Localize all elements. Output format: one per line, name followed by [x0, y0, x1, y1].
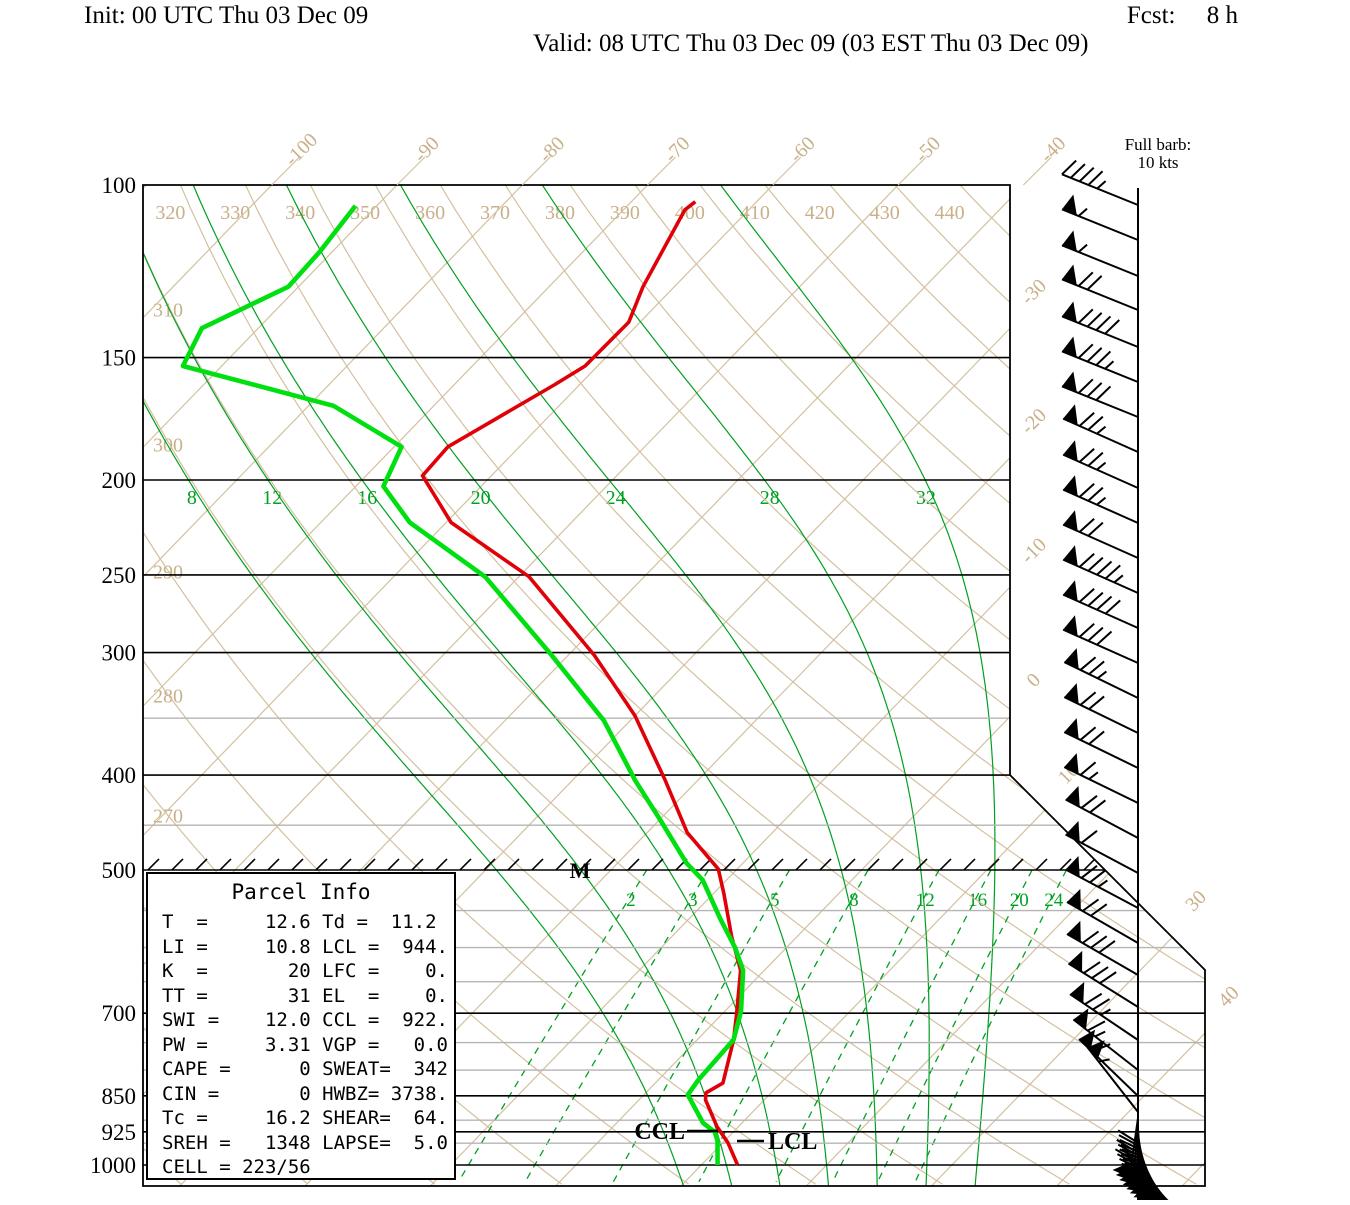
lcl-label: LCL — [768, 1129, 817, 1155]
mixing-ratio-lines — [459, 870, 1067, 1182]
pressure-tick-label: 100 — [102, 173, 137, 198]
dry-adiabat-label: 280 — [153, 686, 183, 708]
mixing-ratio-line — [833, 870, 991, 1182]
isotherm — [0, 150, 55, 1200]
pressure-axis-labels: 100 150 200 250 300 400 500 700 850 925 1000 — [90, 173, 136, 1178]
wind-barb — [1062, 263, 1145, 310]
isotherm-label: -70 — [660, 133, 694, 167]
mixing-ratio-line — [459, 870, 647, 1182]
moist-adiabat-label: 20 — [471, 487, 491, 509]
parcel-info-title: Parcel Info — [148, 880, 454, 904]
mixing-ratio-label: 2 — [626, 890, 636, 911]
moist-adiabat-label: 16 — [357, 487, 377, 509]
dry-adiabat-label: 320 — [155, 202, 185, 224]
pressure-tick-label: 150 — [102, 346, 137, 371]
dry-adiabat — [943, 168, 1350, 1185]
dry-adiabat — [494, 168, 1350, 1185]
mixing-ratio-line — [878, 870, 1032, 1182]
wind-barb — [1062, 158, 1145, 205]
parcel-rows: T = 12.6 Td = 11.2 LI = 10.8 LCL = 944. … — [162, 910, 454, 1180]
isotherm-label: 30 — [1181, 886, 1211, 916]
isotherm-label: -50 — [911, 133, 945, 167]
wind-barb — [1062, 335, 1145, 382]
moist-adiabat — [396, 176, 878, 1186]
pressure-tick-label: 925 — [102, 1120, 137, 1145]
moist-adiabat-label: 12 — [262, 487, 282, 509]
dry-adiabat-label: 380 — [545, 202, 575, 224]
wind-barb — [1062, 193, 1145, 240]
pressure-tick-label: 1000 — [90, 1153, 136, 1178]
dry-adiabat-label: 430 — [870, 202, 900, 224]
dry-adiabat-label: 410 — [740, 202, 770, 224]
isotherm-label: -80 — [535, 133, 569, 167]
isotherm-label: -30 — [1017, 275, 1051, 309]
isotherm-label: -90 — [409, 133, 443, 167]
pressure-tick-label: 500 — [102, 858, 137, 883]
dry-adiabat — [558, 168, 1350, 1185]
isotherm-label: -20 — [1017, 404, 1051, 438]
isotherm-label: -40 — [1036, 133, 1070, 167]
hatched-500-line — [148, 859, 1095, 870]
isotherm-label: 40 — [1214, 982, 1244, 1012]
wind-barb — [1062, 229, 1145, 276]
m-marker: M — [570, 858, 591, 883]
dry-adiabat-label: 290 — [153, 562, 183, 584]
wind-barb — [1079, 1026, 1150, 1096]
dry-adiabat-label: 330 — [220, 202, 250, 224]
dry-adiabat — [751, 168, 1350, 1185]
temperature-trace — [423, 202, 741, 1165]
dry-adiabat-label: 270 — [153, 806, 183, 828]
pressure-tick-label: 250 — [102, 563, 137, 588]
dry-adiabat — [301, 168, 1350, 1185]
parcel-info-box: Parcel Info T = 12.6 Td = 11.2 LI = 10.8… — [146, 872, 456, 1180]
pressure-tick-label: 700 — [102, 1001, 137, 1026]
isotherm-label: 0 — [1022, 669, 1045, 692]
ccl-label: CCL — [634, 1119, 685, 1145]
dry-adiabat — [622, 168, 1350, 1185]
wind-barb — [1088, 1036, 1153, 1112]
pressure-tick-label: 850 — [102, 1084, 137, 1109]
pressure-tick-label: 300 — [102, 641, 137, 666]
isotherm-label: -60 — [785, 133, 819, 167]
dry-adiabat-label: 440 — [935, 202, 965, 224]
pressure-tick-label: 400 — [102, 763, 137, 788]
moist-adiabat-label: 24 — [606, 487, 626, 509]
dry-adiabat — [366, 168, 1350, 1185]
isotherm-label: -10 — [1017, 534, 1051, 568]
dry-adiabat-label: 420 — [805, 202, 835, 224]
dry-adiabat-label: 390 — [610, 202, 640, 224]
mixing-ratio-line — [915, 870, 1066, 1182]
pressure-tick-label: 200 — [102, 468, 137, 493]
mixing-ratio-label: 5 — [770, 890, 780, 911]
mixing-ratio-label: 3 — [688, 890, 698, 911]
dry-adiabat-label: 360 — [415, 202, 445, 224]
isotherm-label: -100 — [281, 129, 322, 170]
